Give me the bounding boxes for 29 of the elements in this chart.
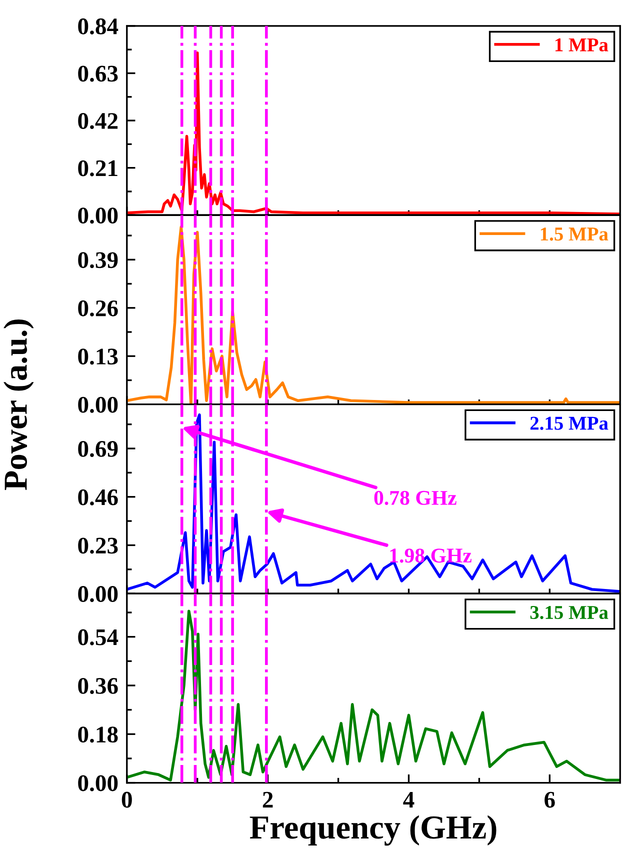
x-tick-label: 2 bbox=[262, 792, 273, 808]
y-axis-title: Power (a.u.) bbox=[4, 320, 34, 490]
x-axis-title: Frequency (GHz) bbox=[250, 815, 496, 846]
y-tick-label: 0.21 bbox=[78, 160, 118, 176]
legend-label: 2.15 MPa bbox=[530, 416, 608, 430]
y-tick-label: 0.69 bbox=[78, 440, 118, 458]
y-tick-label: 0.46 bbox=[78, 489, 118, 506]
y-tick-label: 0.36 bbox=[78, 678, 118, 694]
y-tick-label: 0.23 bbox=[78, 538, 118, 554]
legend-label: 1.5 MPa bbox=[540, 228, 608, 241]
y-tick-label: 0.54 bbox=[78, 629, 118, 646]
y-tick-label: 0.00 bbox=[78, 396, 118, 413]
annotation: 0.78 GHz bbox=[374, 490, 456, 506]
y-tick-label: 0.26 bbox=[78, 300, 118, 316]
y-tick-label: 0.00 bbox=[78, 208, 118, 224]
annotation: 1.98 GHz bbox=[390, 548, 472, 563]
y-tick-label: 0.18 bbox=[78, 726, 118, 743]
legend-label: 1 MPa bbox=[555, 38, 608, 52]
y-tick-label: 0.00 bbox=[78, 586, 118, 602]
y-tick-label: 0.42 bbox=[78, 113, 118, 130]
y-tick-label: 0.00 bbox=[78, 775, 118, 792]
legend-label: 3.15 MPa bbox=[530, 606, 608, 620]
x-tick-label: 4 bbox=[403, 792, 414, 808]
y-tick-label: 0.39 bbox=[78, 252, 118, 268]
y-tick-label: 0.84 bbox=[78, 18, 118, 34]
y-tick-label: 0.63 bbox=[78, 66, 118, 82]
x-tick-label: 6 bbox=[544, 792, 555, 808]
y-tick-label: 0.13 bbox=[78, 348, 118, 365]
x-tick-label: 0 bbox=[122, 792, 132, 808]
